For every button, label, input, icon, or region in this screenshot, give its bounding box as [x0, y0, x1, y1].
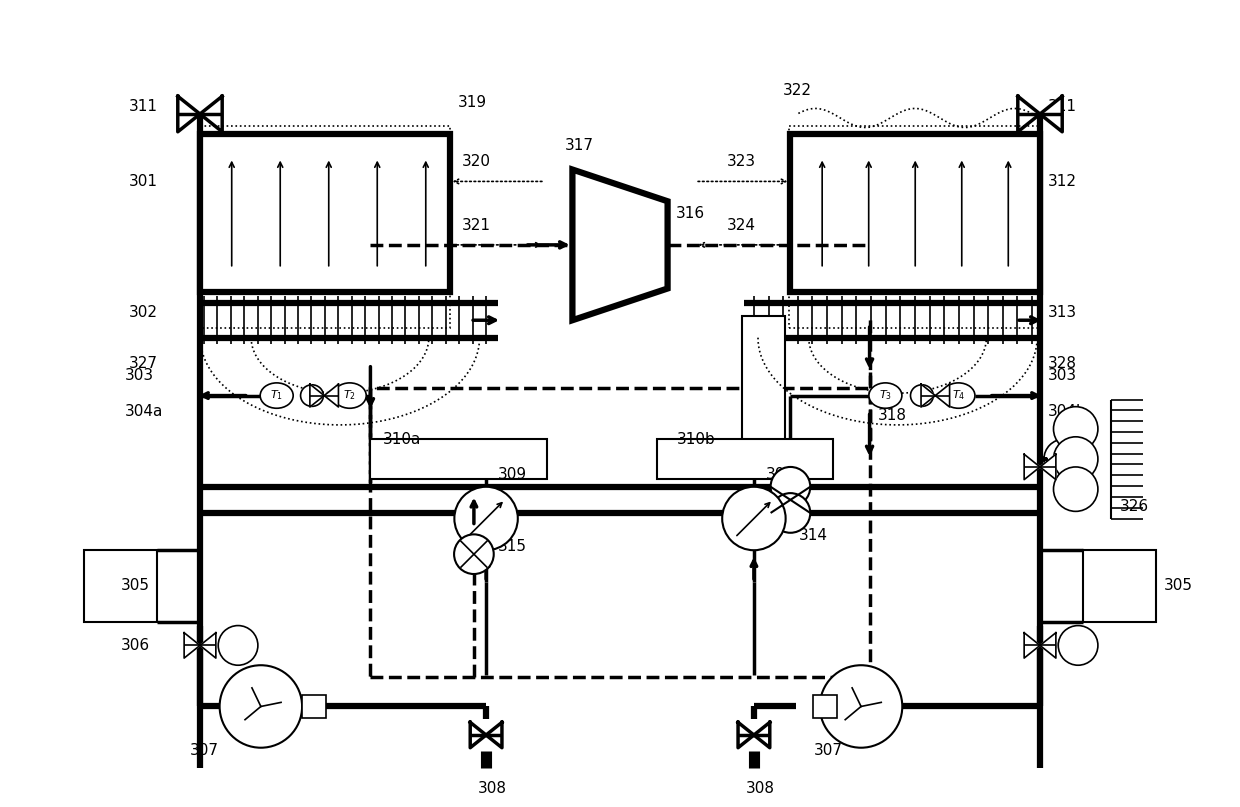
- Text: 305: 305: [120, 579, 150, 593]
- Text: 318: 318: [878, 408, 906, 423]
- Ellipse shape: [869, 383, 901, 408]
- Text: 319: 319: [458, 94, 486, 110]
- Polygon shape: [1018, 96, 1040, 132]
- Ellipse shape: [300, 385, 324, 407]
- Polygon shape: [754, 722, 770, 748]
- Circle shape: [1054, 407, 1097, 451]
- Bar: [198, 126, 450, 328]
- Text: 309: 309: [766, 467, 795, 483]
- Text: 322: 322: [782, 83, 811, 98]
- Polygon shape: [1040, 454, 1056, 479]
- Text: 314: 314: [799, 528, 827, 543]
- Circle shape: [820, 665, 903, 748]
- Text: 328: 328: [1048, 357, 1078, 371]
- Text: 303: 303: [125, 368, 154, 383]
- Polygon shape: [310, 384, 324, 407]
- Text: 317: 317: [564, 138, 594, 153]
- Text: 326: 326: [1120, 499, 1148, 514]
- Text: 302: 302: [129, 305, 157, 320]
- Bar: [303, 695, 326, 718]
- Polygon shape: [1024, 633, 1040, 658]
- Bar: [200, 134, 450, 292]
- Text: 310b: 310b: [676, 432, 715, 447]
- Polygon shape: [1040, 633, 1056, 658]
- Circle shape: [1054, 437, 1097, 481]
- Polygon shape: [177, 96, 200, 132]
- Polygon shape: [738, 722, 754, 748]
- Polygon shape: [324, 384, 339, 407]
- Circle shape: [218, 625, 258, 665]
- Text: 313: 313: [1048, 305, 1078, 320]
- Text: 325: 325: [1056, 490, 1085, 504]
- Text: 308: 308: [479, 780, 507, 796]
- Text: 306: 306: [1048, 638, 1078, 653]
- Ellipse shape: [260, 383, 293, 408]
- Bar: [790, 134, 1040, 292]
- Polygon shape: [935, 384, 950, 407]
- Text: $T_3$: $T_3$: [879, 389, 892, 403]
- Polygon shape: [200, 633, 216, 658]
- Text: 308: 308: [746, 780, 775, 796]
- Polygon shape: [200, 96, 222, 132]
- Polygon shape: [184, 633, 200, 658]
- Polygon shape: [486, 722, 502, 748]
- Bar: [84, 550, 157, 621]
- Circle shape: [1058, 625, 1097, 665]
- Polygon shape: [573, 169, 667, 320]
- Bar: [371, 439, 547, 479]
- Ellipse shape: [942, 383, 975, 408]
- Text: 315: 315: [497, 539, 527, 554]
- Text: 324: 324: [727, 218, 756, 232]
- Text: 304b: 304b: [1048, 404, 1086, 419]
- Text: 327: 327: [129, 357, 157, 371]
- Text: 306: 306: [120, 638, 150, 653]
- Circle shape: [1054, 467, 1097, 512]
- Text: $T_4$: $T_4$: [952, 389, 965, 403]
- Text: 321: 321: [461, 218, 491, 232]
- Bar: [789, 126, 1040, 328]
- Circle shape: [219, 665, 303, 748]
- Circle shape: [1044, 439, 1084, 479]
- Ellipse shape: [910, 385, 934, 407]
- Circle shape: [722, 487, 786, 550]
- Circle shape: [454, 534, 494, 574]
- Text: 311: 311: [129, 98, 157, 114]
- Polygon shape: [470, 722, 486, 748]
- Polygon shape: [1040, 96, 1063, 132]
- Bar: [1083, 550, 1156, 621]
- Text: 304a: 304a: [125, 404, 162, 419]
- Polygon shape: [921, 384, 935, 407]
- Text: 309: 309: [498, 467, 527, 483]
- Text: $T_1$: $T_1$: [270, 389, 283, 403]
- Text: 301: 301: [129, 174, 157, 189]
- Text: 303: 303: [1048, 368, 1078, 383]
- Text: 320: 320: [461, 154, 491, 169]
- Text: 323: 323: [727, 154, 756, 169]
- Circle shape: [770, 493, 810, 533]
- Text: 307: 307: [190, 742, 218, 758]
- Text: 311: 311: [1048, 98, 1078, 114]
- Text: 310a: 310a: [382, 432, 420, 447]
- Text: 305: 305: [1163, 579, 1193, 593]
- Text: 312: 312: [1048, 174, 1078, 189]
- Bar: [813, 695, 837, 718]
- Bar: [742, 316, 785, 451]
- Text: 307: 307: [813, 742, 842, 758]
- Circle shape: [454, 487, 518, 550]
- Polygon shape: [1024, 454, 1040, 479]
- Text: $T_2$: $T_2$: [343, 389, 356, 403]
- Ellipse shape: [334, 383, 366, 408]
- Bar: [656, 439, 833, 479]
- Bar: [371, 387, 869, 677]
- Text: 316: 316: [676, 206, 704, 220]
- Circle shape: [770, 467, 810, 507]
